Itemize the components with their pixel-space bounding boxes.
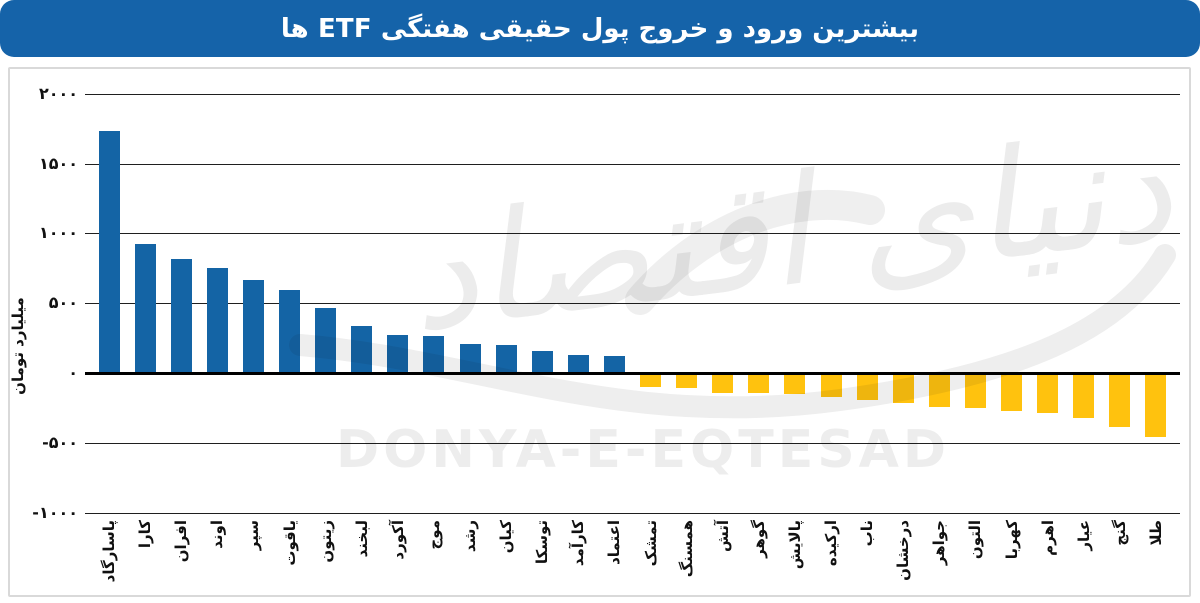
gridline--1000 [85,513,1180,514]
chart-bar-26 [1001,373,1022,411]
chart-bar-4 [207,268,228,373]
chart-bar-27 [1037,373,1058,413]
page-title: بیشترین ورود و خروج پول حقیقی هفتگی ETF … [280,13,920,44]
donya-e-eqtesad-watermark: DONYA-E-EQTESAD [336,420,951,480]
chart-bar-12 [496,345,517,373]
zero-axis-line [85,372,1180,375]
chart-bar-1 [99,131,120,373]
y-tick-label: -۱۰۰۰ [32,503,78,522]
y-tick-label: ۱۰۰۰ [38,223,78,242]
chart-bar-19 [748,373,769,393]
gridline-1000 [85,233,1180,234]
chart-bar-17 [676,373,697,388]
chart-bar-20 [784,373,805,394]
gridline-2000 [85,94,1180,95]
y-tick-label: -۵۰۰ [42,433,78,452]
y-tick-label: ۰ [68,363,78,382]
chart-bar-14 [568,355,589,373]
chart-bar-15 [604,356,625,373]
gridline--500 [85,443,1180,444]
chart-bar-29 [1109,373,1130,427]
y-tick-label: ۲۰۰۰ [38,84,78,103]
chart-bar-5 [243,280,264,373]
chart-card [8,67,1191,597]
y-tick-label: ۱۵۰۰ [38,154,78,173]
chart-bar-28 [1073,373,1094,418]
chart-bar-2 [135,244,156,373]
gridline-1500 [85,164,1180,165]
y-tick-label: ۵۰۰ [48,293,78,312]
chart-bar-30 [1145,373,1166,437]
chart-bar-13 [532,351,553,373]
chart-title-bar: بیشترین ورود و خروج پول حقیقی هفتگی ETF … [0,0,1200,57]
chart-bar-18 [712,373,733,393]
chart-bar-16 [640,373,661,387]
chart-bar-3 [171,259,192,373]
